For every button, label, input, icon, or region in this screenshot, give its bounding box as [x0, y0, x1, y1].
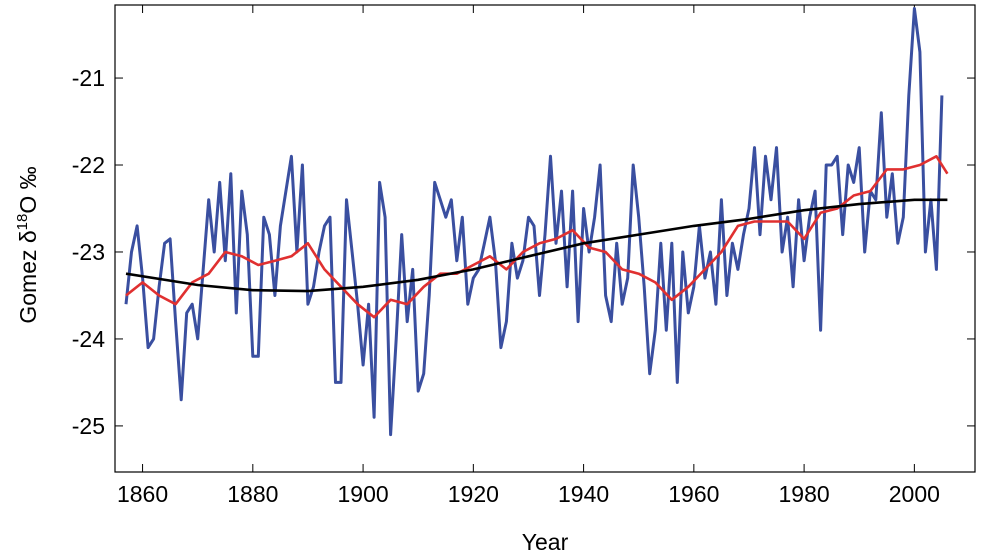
y-label-text: Gomez δ [15, 230, 41, 323]
data-line [125, 155, 949, 319]
plot-frame [114, 4, 976, 473]
x-tick-label: 1900 [337, 481, 388, 507]
x-tick-label: 1980 [779, 481, 830, 507]
y-tick-label: -24 [72, 326, 105, 352]
x-tick-label: 1860 [117, 481, 168, 507]
y-axis-label: Gomez δ18O ‰ [14, 166, 41, 323]
y-tick-label: -25 [72, 413, 105, 439]
data-line [125, 198, 948, 293]
x-tick-label: 2000 [889, 481, 940, 507]
y-label-text: O ‰ [15, 166, 41, 213]
x-axis-label: Year [522, 529, 569, 555]
x-tick-label: 1920 [448, 481, 499, 507]
y-label-sup: 18 [14, 214, 31, 231]
x-tick-label: 1960 [668, 481, 719, 507]
y-tick-label: -21 [72, 65, 105, 91]
y-tick-label: -22 [72, 152, 105, 178]
x-tick-label: 1940 [558, 481, 609, 507]
y-tick-label: -23 [72, 239, 105, 265]
data-line [124, 7, 944, 437]
x-tick-label: 1880 [227, 481, 278, 507]
